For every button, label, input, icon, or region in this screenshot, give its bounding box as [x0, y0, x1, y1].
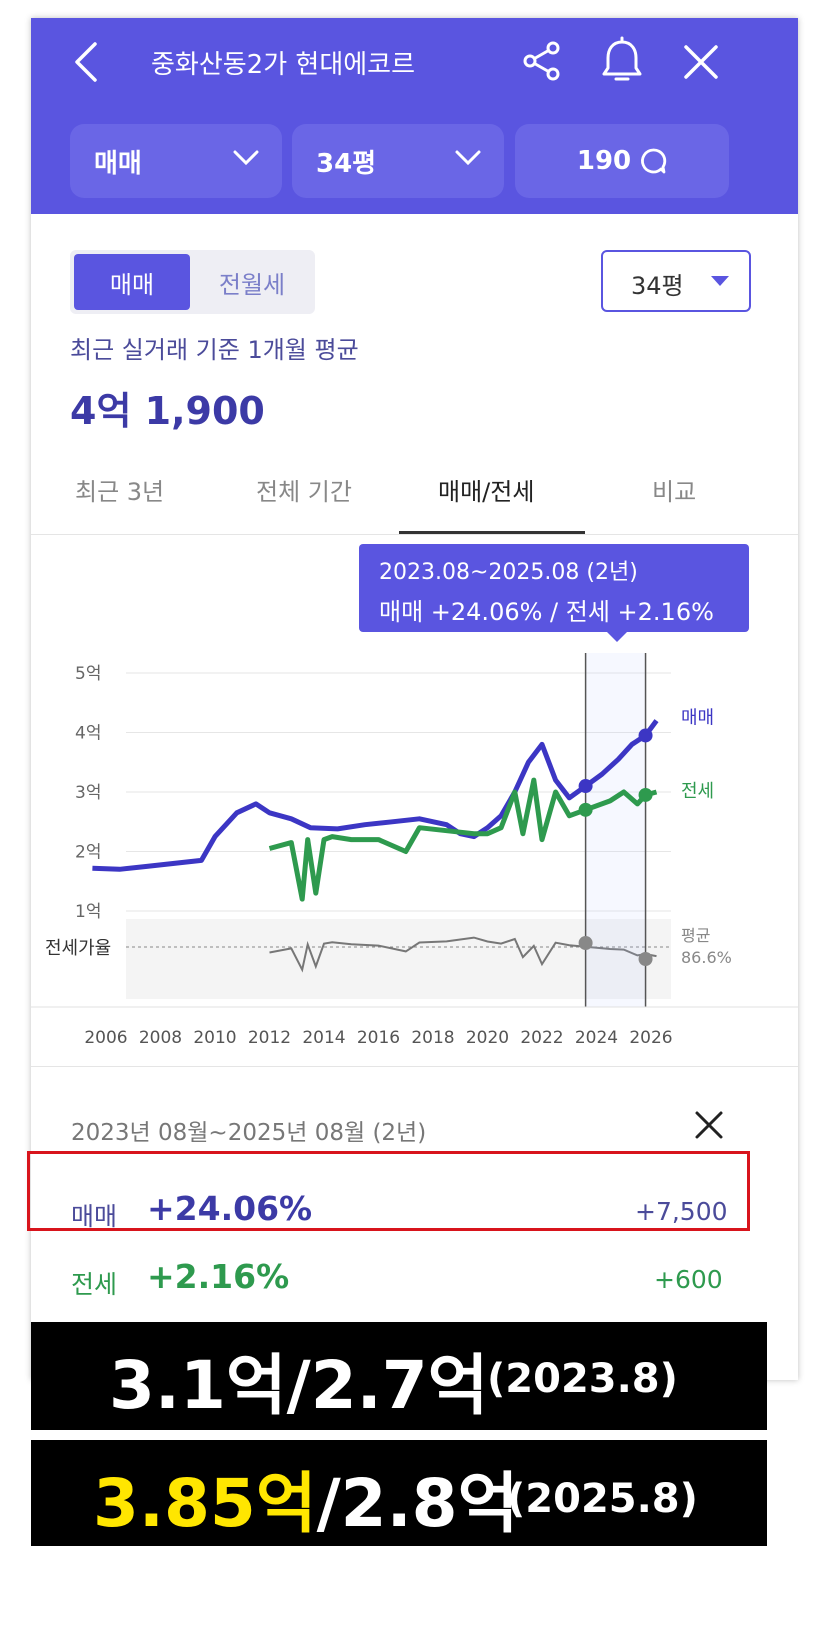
x-tick-label: 2008 — [139, 1028, 182, 1048]
panel-period: 2023년 08월~2025년 08월 (2년) — [71, 1120, 427, 1146]
comments-button[interactable]: 190 — [515, 124, 729, 198]
banner-2025-prices: 3.85억/2.8억 — [93, 1450, 518, 1546]
jeonse-price-line — [268, 777, 658, 902]
chart-tooltip: 2023.08~2025.08 (2년) 매매 +24.06% / 전세 +2.… — [359, 544, 749, 642]
jeonse-series-label: 전세 — [681, 781, 714, 802]
jeonse-amount-wrap: +600 — [654, 1265, 723, 1294]
x-tick-label: 2020 — [466, 1028, 509, 1048]
app-header: 중화산동2가 현대에코르 매매 34평 — [31, 18, 798, 214]
close-icon[interactable] — [681, 42, 721, 86]
jeonse-change-row: 전세 +2.16% — [71, 1257, 289, 1301]
segment-rent[interactable]: 전월세 — [218, 270, 286, 299]
size-dropdown-value: 34평 — [631, 272, 684, 300]
bell-icon[interactable] — [599, 36, 645, 88]
y-tick-label: 5억 — [75, 664, 101, 684]
sale-label: 매매 — [71, 1202, 118, 1231]
deal-type-value: 매매 — [94, 148, 142, 179]
segment-sale[interactable]: 매매 — [74, 254, 190, 310]
x-tick-label: 2026 — [629, 1028, 672, 1048]
y-tick-label: 2억 — [75, 843, 101, 863]
x-tick-label: 2010 — [193, 1028, 236, 1048]
tab-sale-jeonse[interactable]: 매매/전세 — [438, 478, 535, 506]
price-subtitle: 최근 실거래 기준 1개월 평균 — [70, 336, 359, 364]
banner-2023: 3.1억/2.7억 (2023.8) — [31, 1322, 767, 1430]
jeonse-start-point — [578, 802, 593, 817]
jeonse-percent: +2.16% — [147, 1257, 290, 1296]
back-arrow-icon[interactable] — [71, 40, 101, 88]
sale-percent: +24.06% — [147, 1189, 313, 1228]
x-tick-label: 2024 — [575, 1028, 618, 1048]
chevron-down-icon — [455, 150, 481, 166]
tabs-divider — [31, 534, 798, 535]
chevron-down-icon — [233, 150, 259, 166]
tooltip-period: 2023.08~2025.08 (2년) — [379, 560, 638, 585]
highlight-box — [27, 1151, 750, 1231]
sale-price-line — [92, 719, 659, 872]
comment-count: 190 — [576, 146, 632, 176]
ratio-band — [126, 919, 671, 999]
x-tick-label: 2022 — [520, 1028, 563, 1048]
sale-amount: +7,500 — [635, 1197, 728, 1226]
tab-compare[interactable]: 비교 — [652, 478, 697, 506]
banner-2023-prices: 3.1억/2.7억 — [109, 1347, 489, 1424]
x-tick-label: 2014 — [302, 1028, 345, 1048]
ratio-avg-label: 평균 — [681, 926, 710, 945]
sale-change-row: 매매 +24.06% — [71, 1189, 312, 1233]
jeonse-end-point — [638, 787, 653, 802]
active-tab-indicator — [399, 531, 585, 534]
x-tick-label: 2016 — [357, 1028, 400, 1048]
y-tick-label: 3억 — [75, 783, 101, 803]
close-panel-icon[interactable] — [691, 1107, 727, 1143]
ratio-start-point — [578, 936, 593, 950]
ratio-line — [269, 936, 657, 973]
tab-all-period[interactable]: 전체 기간 — [256, 478, 352, 506]
selection-range — [585, 653, 646, 1007]
size-value: 34평 — [316, 148, 377, 179]
deal-segment-toggle: 매매 전월세 — [70, 250, 315, 314]
caret-down-icon — [711, 276, 729, 286]
tooltip-change: 매매 +24.06% / 전세 +2.16% — [379, 598, 714, 626]
sale-series-label: 매매 — [681, 708, 714, 729]
page-title: 중화산동2가 현대에코르 — [151, 50, 416, 80]
tab-recent-3y[interactable]: 최근 3년 — [75, 478, 165, 506]
jeonse-amount: +600 — [654, 1265, 723, 1294]
x-tick-label: 2006 — [84, 1028, 127, 1048]
size-dropdown[interactable]: 34평 — [601, 250, 751, 312]
ratio-avg-value: 86.6% — [681, 948, 732, 967]
x-tick-label: 2018 — [411, 1028, 454, 1048]
size-select[interactable]: 34평 — [292, 124, 504, 198]
ratio-label: 전세가율 — [45, 938, 111, 959]
chart-divider — [31, 1066, 798, 1067]
banner-2023-date: (2023.8) — [487, 1356, 678, 1402]
speech-bubble-icon — [641, 148, 667, 174]
share-icon[interactable] — [521, 40, 563, 86]
sale-start-point — [578, 779, 593, 794]
banner-2025: 3.85억/2.8억 (2025.8) — [31, 1440, 767, 1546]
banner-2025-sale-price: 3.85억 — [93, 1465, 317, 1542]
sale-end-point — [638, 728, 653, 743]
tooltip-pointer — [607, 632, 627, 642]
y-tick-label: 1억 — [75, 902, 101, 922]
sale-amount-wrap: +7,500 — [635, 1197, 728, 1226]
banner-2025-date: (2025.8) — [507, 1476, 698, 1522]
average-price: 4억 1,900 — [70, 389, 265, 433]
banner-2025-jeonse-price: /2.8억 — [316, 1465, 519, 1542]
y-tick-label: 4억 — [75, 724, 101, 744]
ratio-end-point — [638, 952, 653, 966]
deal-type-select[interactable]: 매매 — [70, 124, 282, 198]
jeonse-label: 전세 — [71, 1270, 118, 1299]
x-tick-label: 2012 — [248, 1028, 291, 1048]
